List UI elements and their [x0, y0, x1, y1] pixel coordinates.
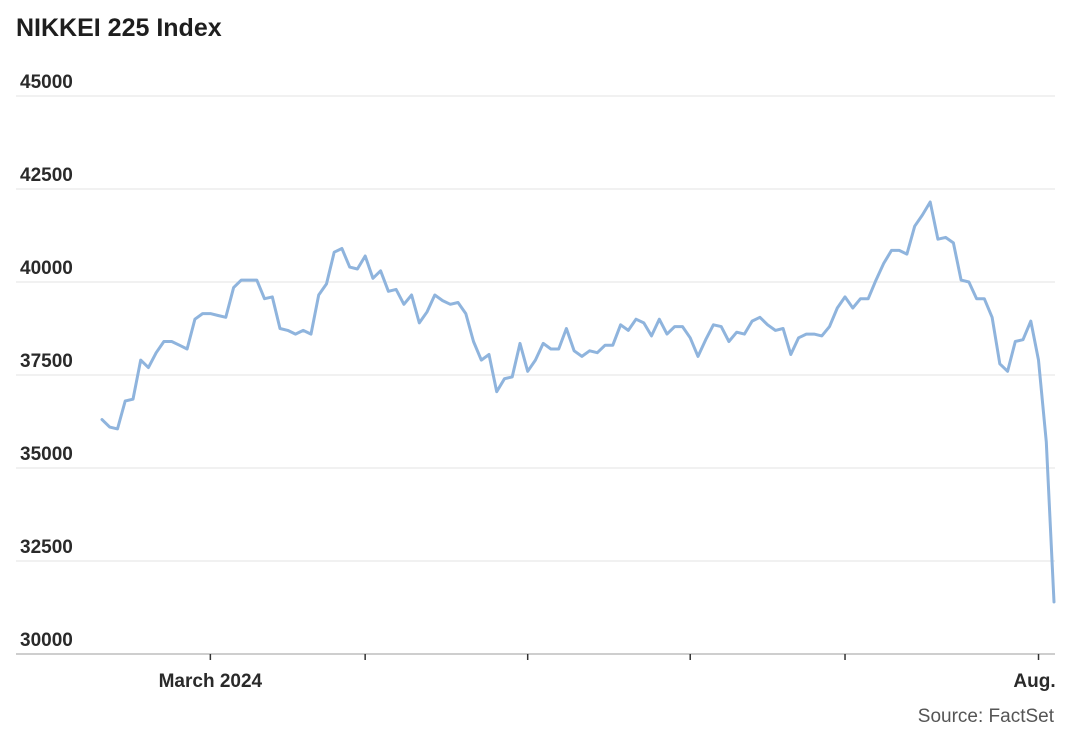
source-note: Source: FactSet [917, 706, 1054, 727]
y-tick-label: 45000 [20, 72, 73, 93]
series-line-nikkei [100, 200, 1056, 604]
chart-title: NIKKEI 225 Index [16, 14, 222, 42]
nikkei-line-chart: 30000 32500 35000 37500 40000 42500 45000 March… [16, 72, 1056, 692]
y-tick-label: 35000 [20, 444, 73, 465]
y-tick-label: 32500 [20, 537, 73, 558]
y-tick-label: 42500 [20, 165, 73, 186]
y-tick-label: 37500 [20, 351, 73, 372]
x-tick-label: March 2024 [159, 671, 263, 692]
y-tick-label: 30000 [20, 630, 73, 651]
x-tick-label: Aug. [1013, 671, 1055, 692]
y-tick-label: 40000 [20, 258, 73, 279]
